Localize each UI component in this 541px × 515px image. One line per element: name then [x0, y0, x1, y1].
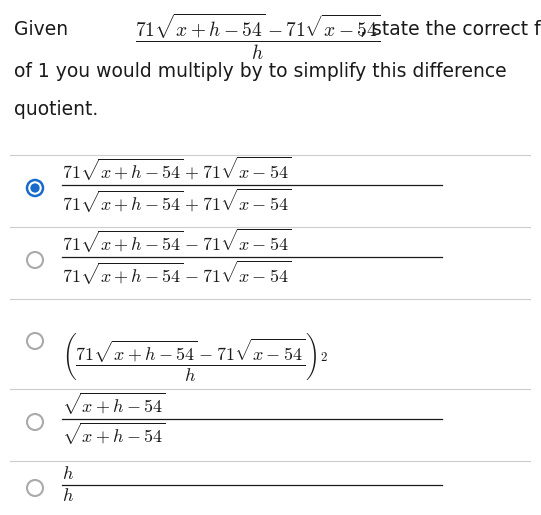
Circle shape [27, 180, 43, 196]
Text: $\dfrac{71\sqrt{x+h-54}-71\sqrt{x-54}}{h}$: $\dfrac{71\sqrt{x+h-54}-71\sqrt{x-54}}{h… [135, 12, 380, 62]
Text: of 1 you would multiply by to simplify this difference: of 1 you would multiply by to simplify t… [14, 62, 506, 81]
Text: $71\sqrt{x+h-54}-71\sqrt{x-54}$: $71\sqrt{x+h-54}-71\sqrt{x-54}$ [62, 227, 292, 255]
Text: quotient.: quotient. [14, 100, 98, 119]
Text: Given: Given [14, 20, 68, 39]
Circle shape [27, 414, 43, 430]
Circle shape [27, 252, 43, 268]
Text: $71\sqrt{x+h-54}+71\sqrt{x-54}$: $71\sqrt{x+h-54}+71\sqrt{x-54}$ [62, 187, 292, 215]
Text: $71\sqrt{x+h-54}+71\sqrt{x-54}$: $71\sqrt{x+h-54}+71\sqrt{x-54}$ [62, 155, 292, 183]
Text: $71\sqrt{x+h-54}-71\sqrt{x-54}$: $71\sqrt{x+h-54}-71\sqrt{x-54}$ [62, 259, 292, 287]
Text: , state the correct form: , state the correct form [360, 20, 541, 39]
Text: $\sqrt{x+h-54}$: $\sqrt{x+h-54}$ [62, 391, 166, 417]
Text: $h$: $h$ [62, 465, 74, 483]
Circle shape [27, 480, 43, 496]
Circle shape [27, 333, 43, 349]
Text: $h$: $h$ [62, 487, 74, 505]
Text: $\left(\dfrac{71\sqrt{x+h-54}-71\sqrt{x-54}}{h}\right)^{2}$: $\left(\dfrac{71\sqrt{x+h-54}-71\sqrt{x-… [62, 332, 328, 383]
Circle shape [30, 183, 39, 193]
Text: $\sqrt{x+h-54}$: $\sqrt{x+h-54}$ [62, 421, 166, 447]
